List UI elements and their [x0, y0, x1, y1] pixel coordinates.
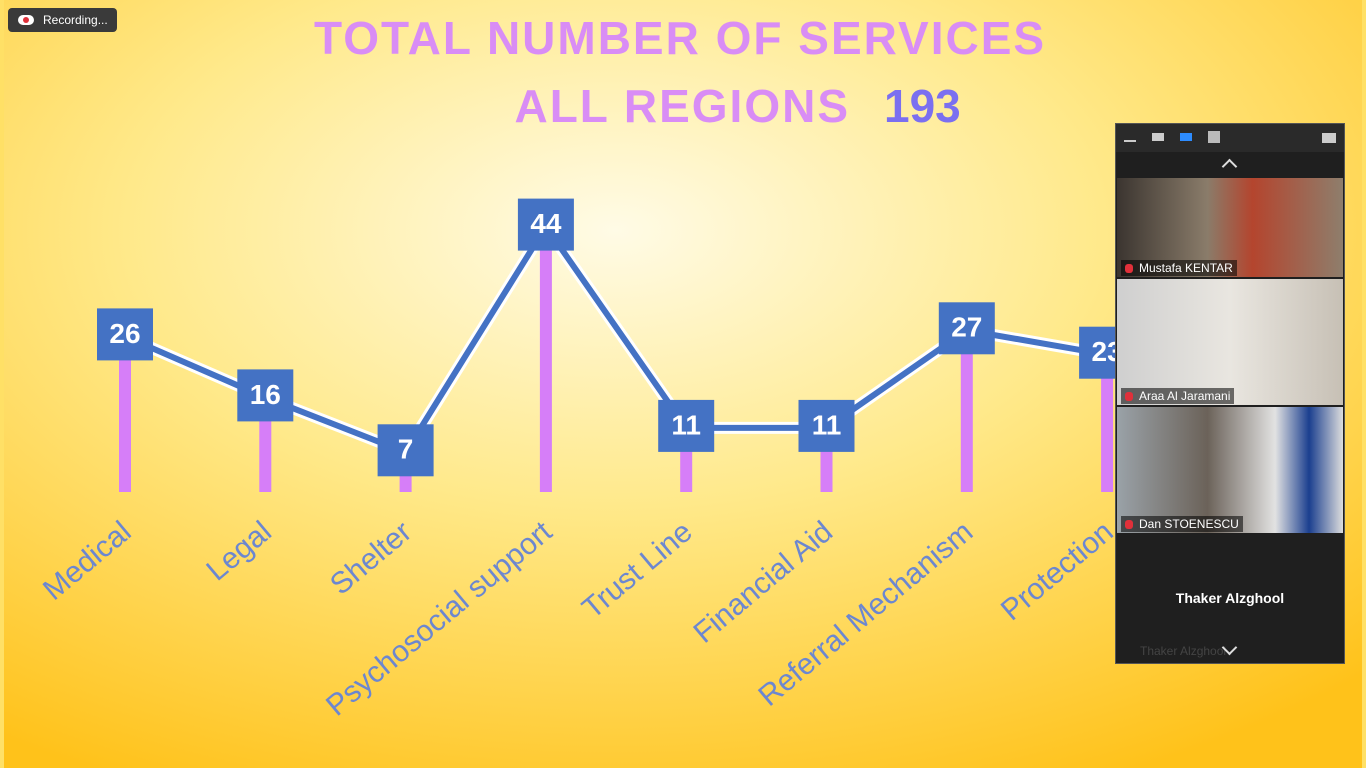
- stem: [119, 336, 131, 492]
- data-label: 11: [671, 409, 701, 440]
- data-label: 16: [250, 379, 281, 410]
- minimize-button[interactable]: [1124, 140, 1136, 142]
- speaker-view-button[interactable]: [1180, 133, 1192, 141]
- video-tile[interactable]: Araa Al Jaramani: [1117, 279, 1343, 405]
- active-speaker-label: Thaker Alzghool: [1140, 644, 1227, 658]
- data-label: 44: [530, 208, 562, 239]
- recording-indicator[interactable]: Recording...: [8, 8, 117, 32]
- value-box: [377, 424, 434, 477]
- value-box: [517, 198, 574, 251]
- chart-title: TOTAL NUMBER OF SERVICES: [314, 12, 1046, 64]
- gallery-button[interactable]: [1208, 131, 1220, 143]
- chart-subtitle: ALL REGIONS: [514, 80, 850, 132]
- participant-name: Araa Al Jaramani: [1121, 388, 1235, 404]
- panel-toolbar: [1116, 124, 1344, 152]
- stem: [960, 330, 973, 492]
- stem: [1101, 354, 1114, 492]
- data-label: 11: [812, 409, 842, 440]
- value-box: [798, 399, 855, 452]
- active-speaker-name: Thaker Alzghool: [1175, 590, 1285, 606]
- recording-label: Recording...: [43, 13, 108, 27]
- thumbnail-button[interactable]: [1152, 133, 1164, 141]
- scroll-up[interactable]: [1221, 158, 1238, 175]
- participant-name: Mustafa KENTAR: [1121, 260, 1237, 276]
- exit-panel-button[interactable]: [1322, 133, 1336, 143]
- total: 193: [884, 80, 961, 132]
- data-label: 27: [951, 312, 982, 343]
- value-box: [97, 308, 153, 361]
- value-box: [658, 399, 715, 452]
- value-box: [237, 369, 294, 422]
- video-tile[interactable]: Mustafa KENTAR: [1117, 178, 1343, 277]
- data-label: 26: [109, 318, 140, 349]
- recording-icon: [18, 15, 34, 25]
- participant-name: Dan STOENESCU: [1121, 516, 1243, 532]
- data-label: 7: [398, 434, 414, 465]
- stem: [539, 226, 552, 492]
- video-panel: Mustafa KENTAR Araa Al Jaramani Dan STOE…: [1115, 123, 1345, 664]
- video-tile[interactable]: Dan STOENESCU: [1117, 407, 1343, 533]
- value-box: [938, 302, 995, 355]
